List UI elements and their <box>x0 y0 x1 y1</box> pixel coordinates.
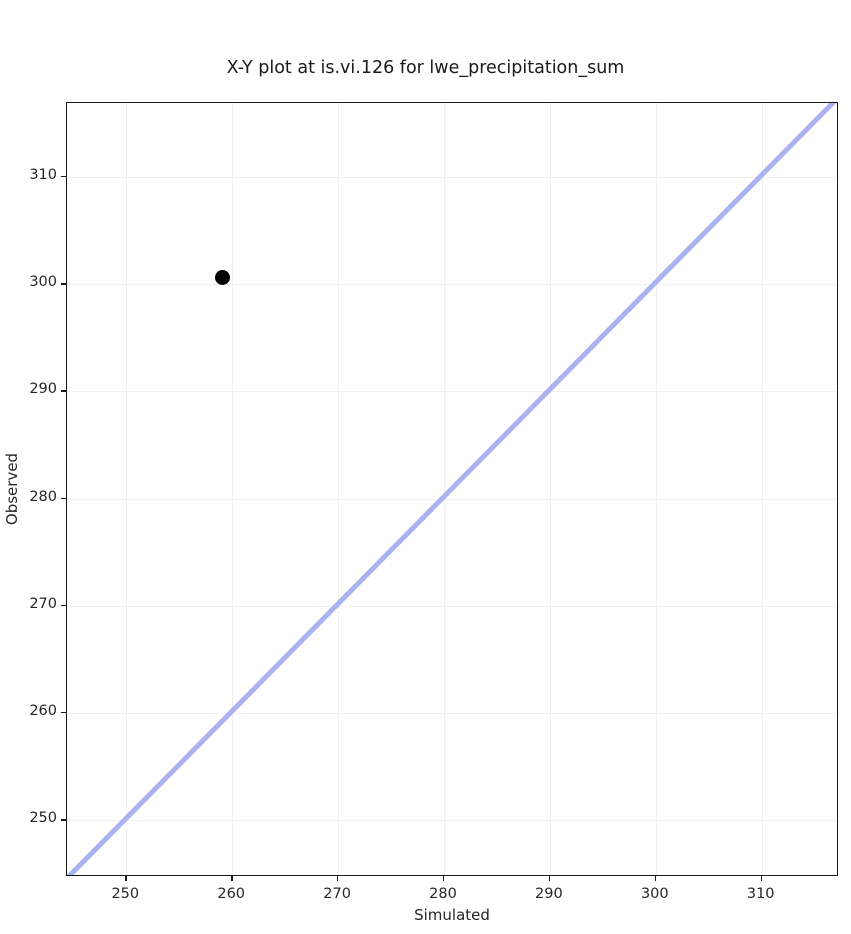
gridline-horizontal <box>67 176 837 178</box>
gridline-horizontal <box>67 391 837 393</box>
x-tick-mark <box>231 876 233 881</box>
y-tick-mark <box>61 497 66 499</box>
x-tick-label: 290 <box>535 886 563 902</box>
x-tick-label: 270 <box>323 886 351 902</box>
x-tick-mark <box>337 876 339 881</box>
y-tick-mark <box>61 711 66 714</box>
y-tick-label: 290 <box>29 381 57 398</box>
y-tick-label: 280 <box>29 488 57 505</box>
gridline-horizontal <box>67 820 837 822</box>
y-tick-label: 250 <box>29 810 57 827</box>
x-tick-label: 280 <box>429 886 457 902</box>
x-tick-mark <box>548 876 551 881</box>
gridline-horizontal <box>67 712 837 714</box>
chart-title-line-1: X-Y plot at is.vi.126 for lwe_precipitat… <box>226 58 625 78</box>
gridline-vertical <box>338 103 340 875</box>
gridline-vertical <box>761 103 763 875</box>
gridline-vertical <box>549 103 551 875</box>
y-tick-mark <box>61 390 66 392</box>
x-tick-label: 310 <box>746 886 775 902</box>
y-tick-mark <box>61 283 66 285</box>
x-tick-mark <box>654 876 657 881</box>
x-tick-label: 300 <box>640 886 669 902</box>
x-tick-mark <box>760 876 763 881</box>
gridline-horizontal <box>67 605 837 607</box>
x-tick-mark <box>442 876 445 881</box>
y-axis-label-text: Observed <box>3 452 21 526</box>
y-tick-mark <box>61 604 66 607</box>
x-tick-mark <box>125 876 127 881</box>
gridline-horizontal <box>67 498 837 500</box>
y-tick-mark <box>61 175 66 178</box>
y-tick-label: 300 <box>29 274 57 291</box>
y-tick-label: 260 <box>29 702 57 719</box>
y-tick-mark <box>61 819 66 821</box>
gridline-vertical <box>443 103 445 875</box>
y-tick-label: 270 <box>29 595 57 612</box>
x-axis-label: Simulated <box>414 906 490 924</box>
gridline-horizontal <box>67 284 837 286</box>
plot-area <box>66 102 838 876</box>
y-tick-label: 310 <box>29 166 57 183</box>
x-tick-label: 250 <box>111 886 140 902</box>
one-to-one-reference-line <box>67 103 837 875</box>
gridline-vertical <box>232 103 234 875</box>
gridline-vertical <box>655 103 657 875</box>
scatter-point <box>215 270 231 286</box>
gridline-vertical <box>126 103 128 875</box>
x-tick-label: 260 <box>217 886 246 902</box>
